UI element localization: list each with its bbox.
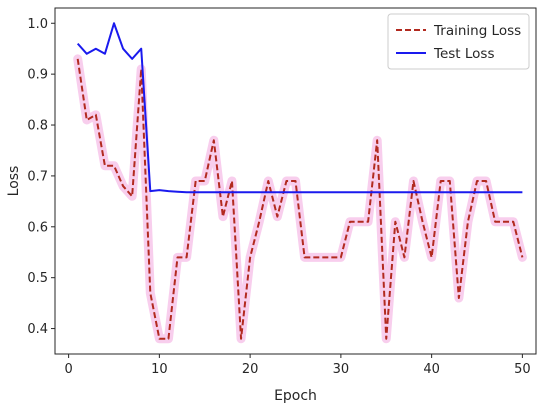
legend-label-training-loss: Training Loss	[433, 23, 521, 39]
x-axis-label: Epoch	[274, 388, 317, 404]
test-loss-line	[76, 22, 523, 194]
x-tick-label: 40	[423, 362, 440, 377]
y-tick-label: 0.4	[27, 322, 48, 337]
y-tick-label: 0.8	[27, 119, 48, 134]
plot-frame	[54, 7, 537, 355]
y-axis-ticks: 0.4 0.5 0.6 0.7 0.8 0.9 1.0	[27, 17, 55, 337]
y-tick-label: 0.9	[27, 68, 48, 83]
legend: Training Loss Test Loss	[387, 13, 530, 70]
y-axis-label: Loss	[6, 166, 22, 197]
x-tick-label: 30	[333, 362, 350, 377]
x-axis-ticks: 0 10 20 30 40 50	[64, 354, 531, 377]
series-layer	[73, 22, 527, 344]
x-tick-label: 20	[242, 362, 259, 377]
legend-box	[387, 13, 530, 70]
y-tick-label: 0.5	[27, 271, 48, 286]
legend-label-test-loss: Test Loss	[433, 46, 495, 62]
y-tick-label: 1.0	[27, 17, 48, 32]
x-tick-label: 0	[64, 362, 72, 377]
y-tick-label: 0.6	[27, 220, 48, 235]
y-tick-label: 0.7	[27, 169, 48, 184]
training-loss-line	[76, 58, 524, 340]
x-tick-label: 10	[151, 362, 168, 377]
x-tick-label: 50	[514, 362, 531, 377]
